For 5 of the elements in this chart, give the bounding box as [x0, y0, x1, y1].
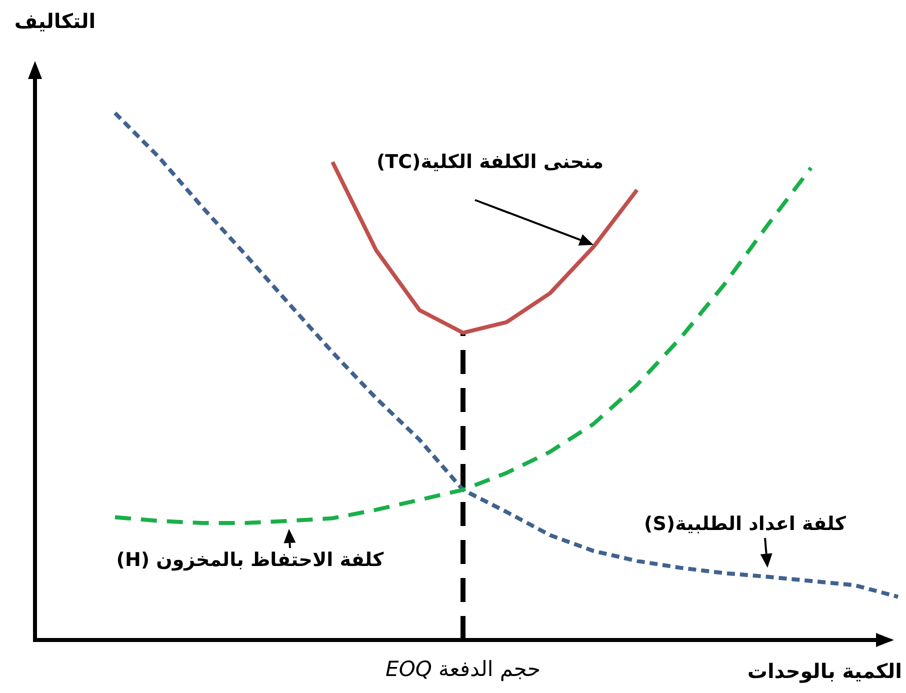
series-label: كلفة الاحتفاظ بالمخزون (H) — [116, 549, 385, 571]
y-axis-title: التكاليف — [14, 9, 96, 33]
series-label: كلفة اعداد الطلبية(S) — [644, 513, 847, 535]
x-axis-title: الكمية بالوحدات — [747, 659, 902, 683]
series-label: منحنى الكلفة الكلية(TC) — [376, 151, 604, 173]
